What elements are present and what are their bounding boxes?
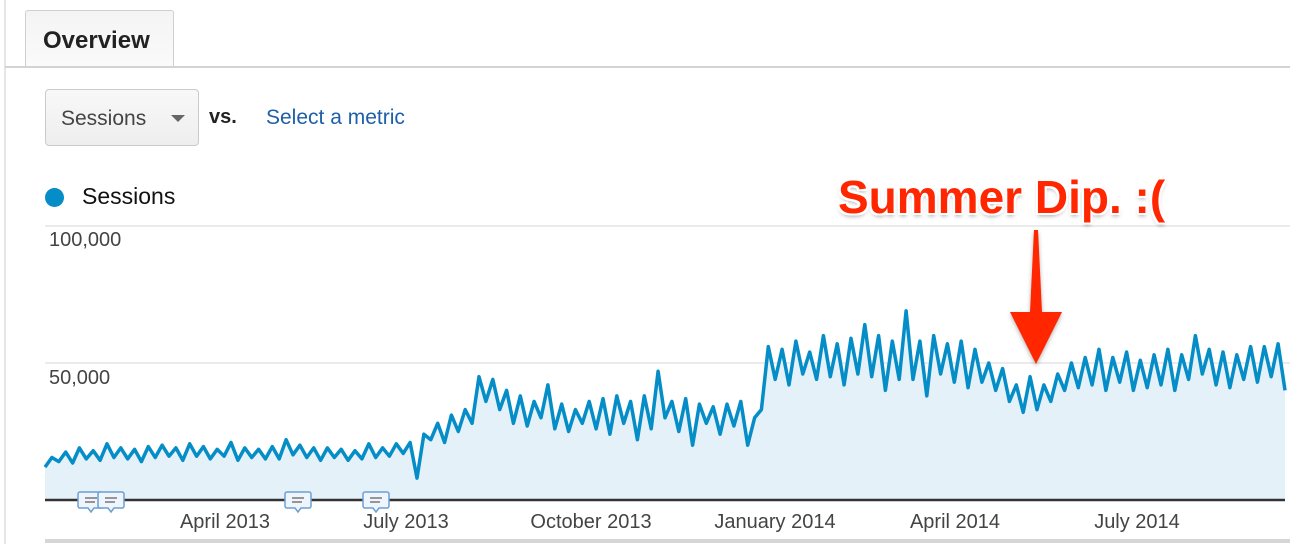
- annotation-note-icon[interactable]: [284, 491, 312, 514]
- legend-dot-icon: [45, 188, 64, 207]
- vs-label: vs.: [209, 106, 237, 128]
- metric-select[interactable]: Sessions: [45, 89, 199, 146]
- page-left-border: [4, 0, 6, 544]
- x-tick-label: October 2013: [530, 511, 652, 533]
- series-line-sessions: [43, 309, 1287, 480]
- y-tick-label: 100,000: [49, 229, 122, 251]
- x-tick-label: January 2014: [714, 511, 836, 533]
- metric-select-value: Sessions: [61, 107, 147, 130]
- x-tick-label: July 2013: [363, 511, 449, 533]
- tab-overview-label: Overview: [43, 27, 150, 54]
- chart-bottom-border: [45, 539, 1290, 543]
- series-area: [45, 310, 1285, 500]
- summer-dip-annotation: Summer Dip. :(: [838, 171, 1166, 223]
- annotation-note-icon[interactable]: [97, 491, 125, 514]
- legend-label: Sessions: [82, 183, 176, 209]
- tab-divider: [5, 66, 1290, 68]
- x-tick-label: July 2014: [1094, 511, 1180, 533]
- x-tick-label: April 2013: [179, 511, 271, 533]
- chevron-down-icon: [171, 115, 185, 122]
- tab-overview[interactable]: Overview: [25, 10, 174, 67]
- annotation-note-icon[interactable]: [362, 491, 390, 514]
- y-tick-label: 50,000: [49, 367, 111, 389]
- x-tick-label: April 2014: [909, 511, 1001, 533]
- down-arrow-icon: [1010, 230, 1062, 364]
- select-metric-link[interactable]: Select a metric: [266, 106, 405, 129]
